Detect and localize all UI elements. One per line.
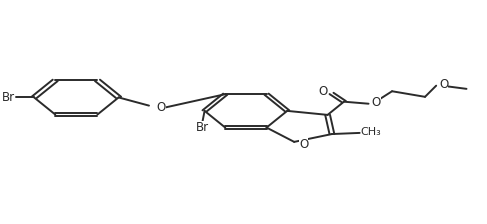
Text: Br: Br (196, 121, 209, 134)
Text: O: O (299, 138, 308, 151)
Text: CH₃: CH₃ (361, 127, 381, 137)
Text: O: O (372, 96, 381, 109)
Text: O: O (157, 101, 166, 114)
Text: O: O (318, 85, 328, 98)
Text: O: O (439, 78, 449, 91)
Text: Br: Br (2, 91, 15, 104)
